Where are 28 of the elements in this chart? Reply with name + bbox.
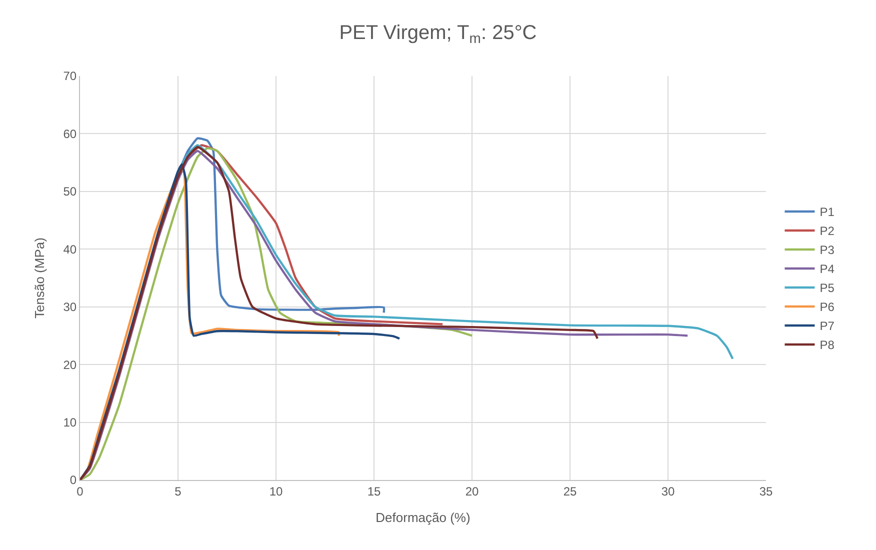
y-tick-label: 30 [63, 300, 77, 314]
y-tick-label: 20 [63, 358, 77, 372]
y-tick-label: 60 [63, 126, 77, 141]
x-tick-label: 5 [174, 484, 182, 498]
legend-label: P2 [820, 224, 835, 238]
x-tick-label: 30 [661, 484, 675, 498]
chart-title: PET Virgem; T$_{m}$: 25°C [339, 22, 537, 46]
legend-label: P7 [820, 319, 835, 334]
legend-label: P8 [820, 338, 835, 352]
y-axis-title: Tensão (MPa) [32, 238, 48, 318]
legend-label: P3 [820, 243, 835, 258]
legend-label: P5 [820, 281, 835, 296]
x-tick-label: 25 [563, 484, 577, 498]
line-series [80, 150, 689, 480]
x-tick-label: 35 [759, 484, 773, 498]
x-tick-label: 20 [465, 484, 479, 498]
legend-label: P1 [820, 205, 835, 220]
y-tick-label: 40 [63, 242, 77, 256]
y-tick-label: 0 [70, 473, 77, 488]
line-series [80, 146, 599, 480]
x-tick-label: 15 [367, 484, 381, 498]
y-tick-label: 10 [63, 415, 77, 430]
x-tick-label: 10 [269, 484, 283, 498]
legend-label: P6 [820, 300, 835, 314]
legend-label: P4 [820, 262, 835, 276]
x-axis-title: Deformação (%) [376, 510, 470, 525]
y-tick-label: 70 [63, 69, 77, 84]
y-tick-label: 50 [63, 184, 77, 199]
